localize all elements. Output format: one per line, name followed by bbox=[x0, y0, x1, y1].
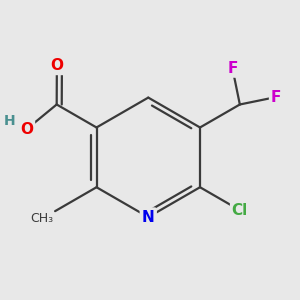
Text: H: H bbox=[3, 114, 15, 128]
Text: N: N bbox=[142, 210, 155, 225]
Text: CH₃: CH₃ bbox=[30, 212, 53, 225]
Text: F: F bbox=[227, 61, 238, 76]
Text: Cl: Cl bbox=[232, 203, 248, 218]
Text: O: O bbox=[50, 58, 63, 74]
Text: O: O bbox=[20, 122, 33, 136]
Text: F: F bbox=[271, 90, 281, 105]
